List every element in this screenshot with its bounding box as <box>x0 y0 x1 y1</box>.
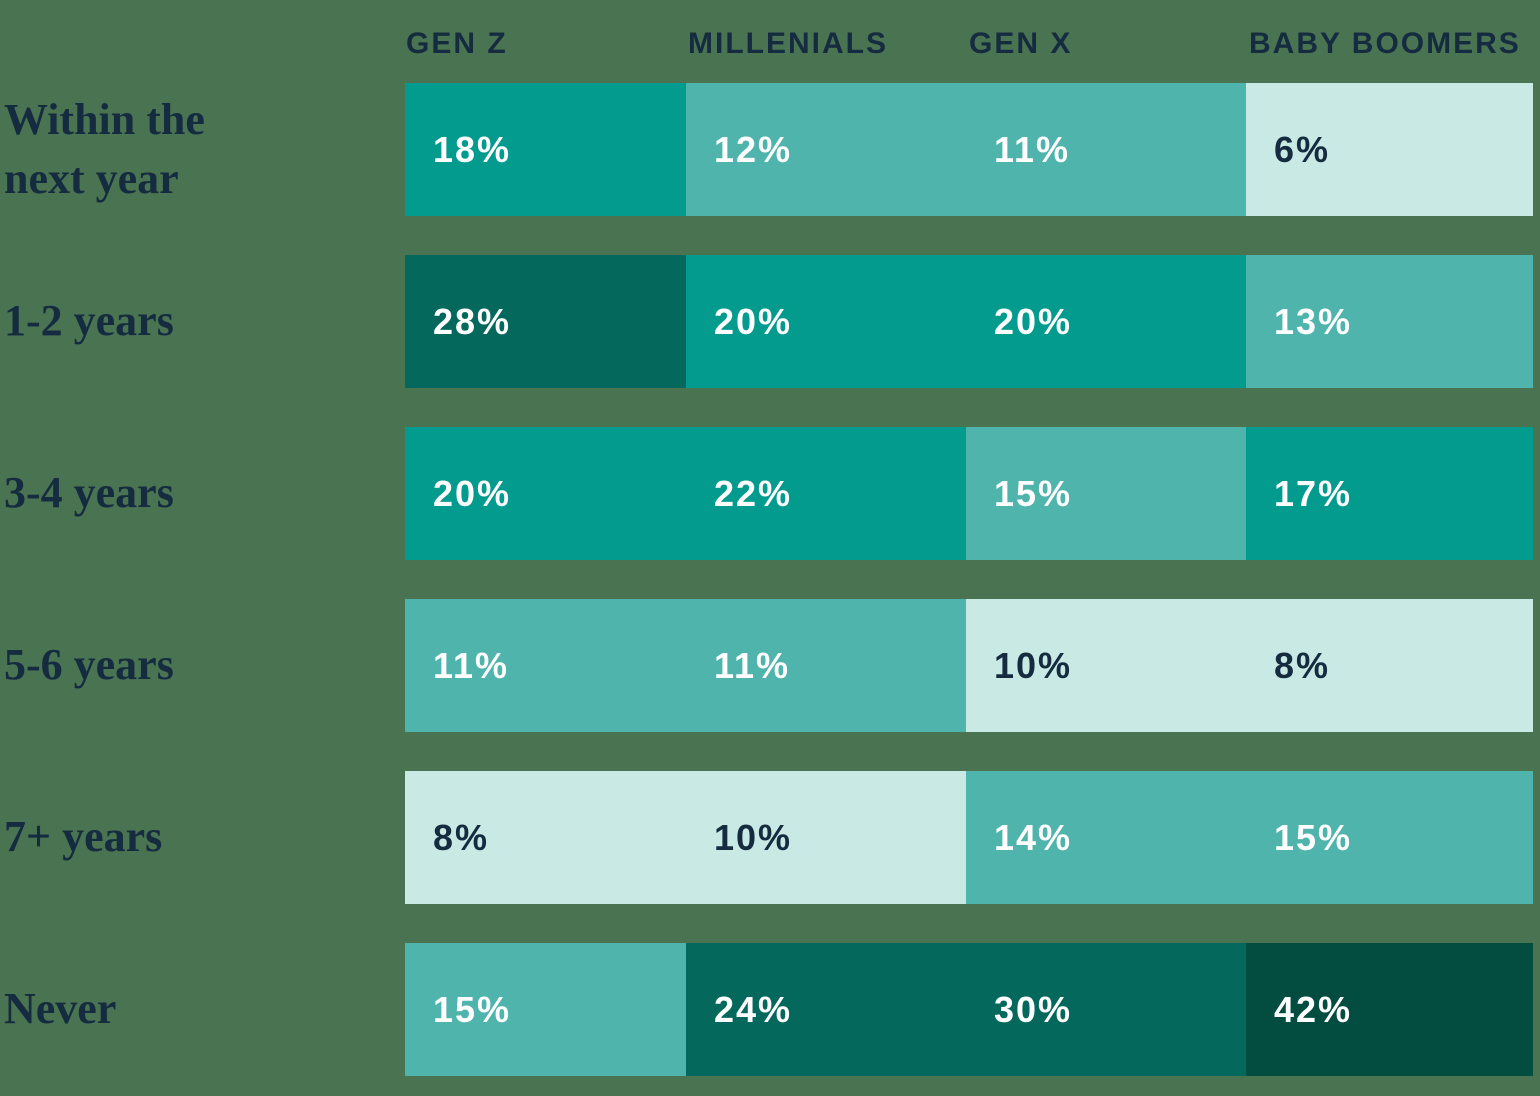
data-cell: 11% <box>405 599 686 732</box>
row-3-4-years: 3-4 years 20% 22% 15% 17% <box>0 427 1540 560</box>
data-cell: 20% <box>686 255 966 388</box>
data-cell: 10% <box>966 599 1246 732</box>
data-cell: 20% <box>405 427 686 560</box>
row-cells: 8% 10% 14% 15% <box>405 771 1533 904</box>
data-cell: 14% <box>966 771 1246 904</box>
data-cell: 8% <box>1246 599 1533 732</box>
row-cells: 28% 20% 20% 13% <box>405 255 1533 388</box>
row-1-2-years: 1-2 years 28% 20% 20% 13% <box>0 255 1540 388</box>
data-cell: 42% <box>1246 943 1533 1076</box>
data-cell: 15% <box>1246 771 1533 904</box>
row-5-6-years: 5-6 years 11% 11% 10% 8% <box>0 599 1540 732</box>
column-header-gen-z: GEN Z <box>406 27 508 60</box>
data-cell: 12% <box>686 83 966 216</box>
row-cells: 11% 11% 10% 8% <box>405 599 1533 732</box>
row-7-plus-years: 7+ years 8% 10% 14% 15% <box>0 771 1540 904</box>
row-never: Never 15% 24% 30% 42% <box>0 943 1540 1076</box>
column-header-gen-x: GEN X <box>969 27 1073 60</box>
data-cell: 15% <box>405 943 686 1076</box>
row-label: 7+ years <box>4 812 163 862</box>
data-cell: 22% <box>686 427 966 560</box>
data-cell: 18% <box>405 83 686 216</box>
row-label: Within the next year <box>4 95 205 203</box>
row-label: 5-6 years <box>4 640 174 690</box>
data-cell: 11% <box>966 83 1246 216</box>
column-header-baby-boomers: BABY BOOMERS <box>1249 27 1521 60</box>
data-cell: 15% <box>966 427 1246 560</box>
data-cell: 20% <box>966 255 1246 388</box>
column-header-millenials: MILLENIALS <box>688 27 888 60</box>
data-cell: 28% <box>405 255 686 388</box>
data-cell: 24% <box>686 943 966 1076</box>
data-cell: 6% <box>1246 83 1533 216</box>
data-cell: 30% <box>966 943 1246 1076</box>
data-cell: 13% <box>1246 255 1533 388</box>
row-label: Never <box>4 984 117 1034</box>
row-within-next-year: Within the next year 18% 12% 11% 6% <box>0 83 1540 216</box>
data-cell: 10% <box>686 771 966 904</box>
data-cell: 11% <box>686 599 966 732</box>
row-cells: 18% 12% 11% 6% <box>405 83 1533 216</box>
row-label: 3-4 years <box>4 468 174 518</box>
row-label: 1-2 years <box>4 296 174 346</box>
row-cells: 20% 22% 15% 17% <box>405 427 1533 560</box>
data-cell: 8% <box>405 771 686 904</box>
data-cell: 17% <box>1246 427 1533 560</box>
row-cells: 15% 24% 30% 42% <box>405 943 1533 1076</box>
